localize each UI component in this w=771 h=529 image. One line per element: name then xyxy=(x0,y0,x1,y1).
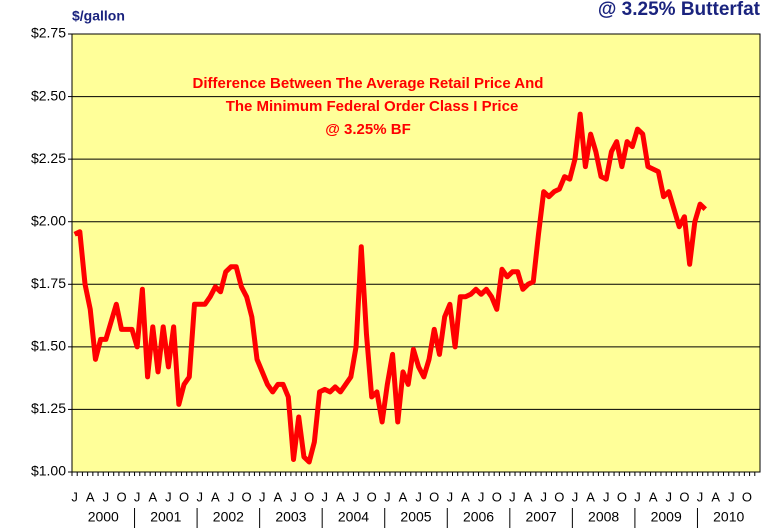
x-tick-label: J xyxy=(228,489,235,504)
x-tick-label: J xyxy=(697,489,704,504)
y-tick-label: $1.25 xyxy=(31,400,66,416)
year-label: 2004 xyxy=(338,509,369,525)
x-tick-label: A xyxy=(336,489,345,504)
year-label: 2007 xyxy=(526,509,557,525)
x-tick-label: O xyxy=(554,489,564,504)
x-tick-label: J xyxy=(259,489,266,504)
x-tick-label: O xyxy=(617,489,627,504)
x-tick-label: A xyxy=(711,489,720,504)
y-tick-label: $2.75 xyxy=(31,25,66,41)
x-tick-label: O xyxy=(679,489,689,504)
x-tick-label: J xyxy=(71,489,78,504)
annotation: Difference Between The Average Retail Pr… xyxy=(193,75,544,138)
x-tick-label: J xyxy=(353,489,360,504)
year-label: 2005 xyxy=(400,509,431,525)
year-label: 2000 xyxy=(88,509,119,525)
x-tick-label: J xyxy=(728,489,735,504)
x-tick-label: J xyxy=(572,489,579,504)
x-tick-label: A xyxy=(86,489,95,504)
x-tick-label: J xyxy=(290,489,297,504)
x-tick-label: J xyxy=(509,489,516,504)
x-tick-label: O xyxy=(179,489,189,504)
x-tick-label: A xyxy=(524,489,533,504)
x-tick-label: J xyxy=(540,489,547,504)
year-label: 2008 xyxy=(588,509,619,525)
x-tick-label: J xyxy=(322,489,329,504)
chart-title: @ 3.25% Butterfat xyxy=(598,0,761,20)
x-tick-label: A xyxy=(461,489,470,504)
year-label: 2001 xyxy=(150,509,181,525)
x-tick-label: J xyxy=(603,489,610,504)
x-tick-label: J xyxy=(415,489,422,504)
annotation-line: Difference Between The Average Retail Pr… xyxy=(193,75,544,92)
x-tick-label: A xyxy=(148,489,157,504)
x-tick-label: O xyxy=(429,489,439,504)
y-tick-label: $2.00 xyxy=(31,212,66,228)
x-tick-label: O xyxy=(367,489,377,504)
x-tick-label: J xyxy=(666,489,673,504)
x-tick-label: J xyxy=(634,489,641,504)
plot-area xyxy=(72,34,760,472)
x-tick-label: O xyxy=(116,489,126,504)
x-tick-label: J xyxy=(165,489,172,504)
x-tick-label: A xyxy=(649,489,658,504)
data-line xyxy=(73,111,708,465)
year-label: 2009 xyxy=(651,509,682,525)
x-tick-label: A xyxy=(586,489,595,504)
x-tick-label: A xyxy=(274,489,283,504)
x-tick-label: J xyxy=(134,489,141,504)
year-label: 2010 xyxy=(713,509,744,525)
x-tick-label: O xyxy=(742,489,752,504)
x-tick-label: J xyxy=(196,489,203,504)
year-label: 2003 xyxy=(275,509,306,525)
y-tick-label: $1.00 xyxy=(31,463,66,479)
y-tick-label: $1.50 xyxy=(31,338,66,354)
x-tick-label: J xyxy=(447,489,454,504)
x-tick-label: O xyxy=(304,489,314,504)
y-tick-label: $2.25 xyxy=(31,150,66,166)
x-tick-label: A xyxy=(211,489,220,504)
x-tick-label: J xyxy=(384,489,391,504)
x-tick-label: O xyxy=(242,489,252,504)
year-label: 2006 xyxy=(463,509,494,525)
y-axis-label: $/gallon xyxy=(72,8,125,24)
annotation-line: @ 3.25% BF xyxy=(325,121,411,138)
x-tick-label: A xyxy=(399,489,408,504)
year-label: 2002 xyxy=(213,509,244,525)
y-tick-label: $2.50 xyxy=(31,87,66,103)
x-tick-label: O xyxy=(492,489,502,504)
x-tick-label: J xyxy=(103,489,110,504)
y-tick-label: $1.75 xyxy=(31,275,66,291)
annotation-line: The Minimum Federal Order Class I Price xyxy=(226,98,519,115)
x-tick-label: J xyxy=(478,489,485,504)
